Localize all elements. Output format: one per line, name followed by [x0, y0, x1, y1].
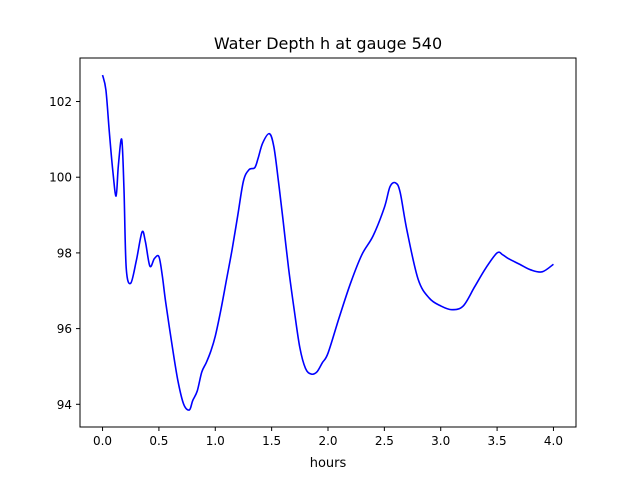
x-tick-label: 0.0 [93, 434, 112, 448]
x-tick-label: 3.0 [431, 434, 450, 448]
y-tick-label: 102 [49, 95, 72, 109]
x-tick-label: 2.5 [375, 434, 394, 448]
chart-title: Water Depth h at gauge 540 [214, 34, 442, 53]
x-tick-label: 4.0 [544, 434, 563, 448]
y-tick-label: 94 [57, 398, 72, 412]
x-tick-label: 0.5 [149, 434, 168, 448]
plot-area [101, 74, 554, 411]
x-tick-label: 3.5 [488, 434, 507, 448]
y-axis: 94 96 98 100 102 [49, 95, 80, 412]
y-tick-label: 96 [57, 322, 72, 336]
x-axis: 0.0 0.5 1.0 1.5 2.0 2.5 3.0 3.5 4.0 [93, 427, 563, 448]
axes-frame [79, 57, 577, 428]
series-line-0 [101, 74, 554, 411]
x-axis-label: hours [310, 456, 347, 471]
x-tick-label: 2.0 [318, 434, 337, 448]
y-tick-label: 98 [57, 246, 72, 260]
y-tick-label: 100 [49, 171, 72, 185]
x-tick-label: 1.0 [206, 434, 225, 448]
x-tick-label: 1.5 [262, 434, 281, 448]
